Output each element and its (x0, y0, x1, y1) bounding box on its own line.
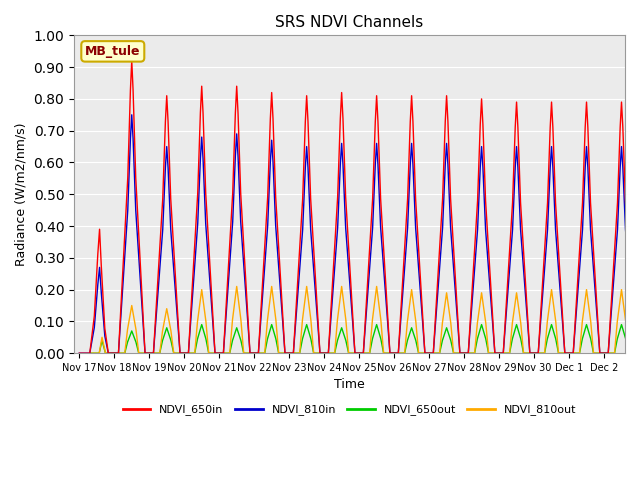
Title: SRS NDVI Channels: SRS NDVI Channels (275, 15, 424, 30)
Text: MB_tule: MB_tule (85, 45, 141, 58)
Y-axis label: Radiance (W/m2/nm/s): Radiance (W/m2/nm/s) (15, 122, 28, 266)
X-axis label: Time: Time (334, 378, 365, 392)
Legend: NDVI_650in, NDVI_810in, NDVI_650out, NDVI_810out: NDVI_650in, NDVI_810in, NDVI_650out, NDV… (118, 400, 581, 420)
